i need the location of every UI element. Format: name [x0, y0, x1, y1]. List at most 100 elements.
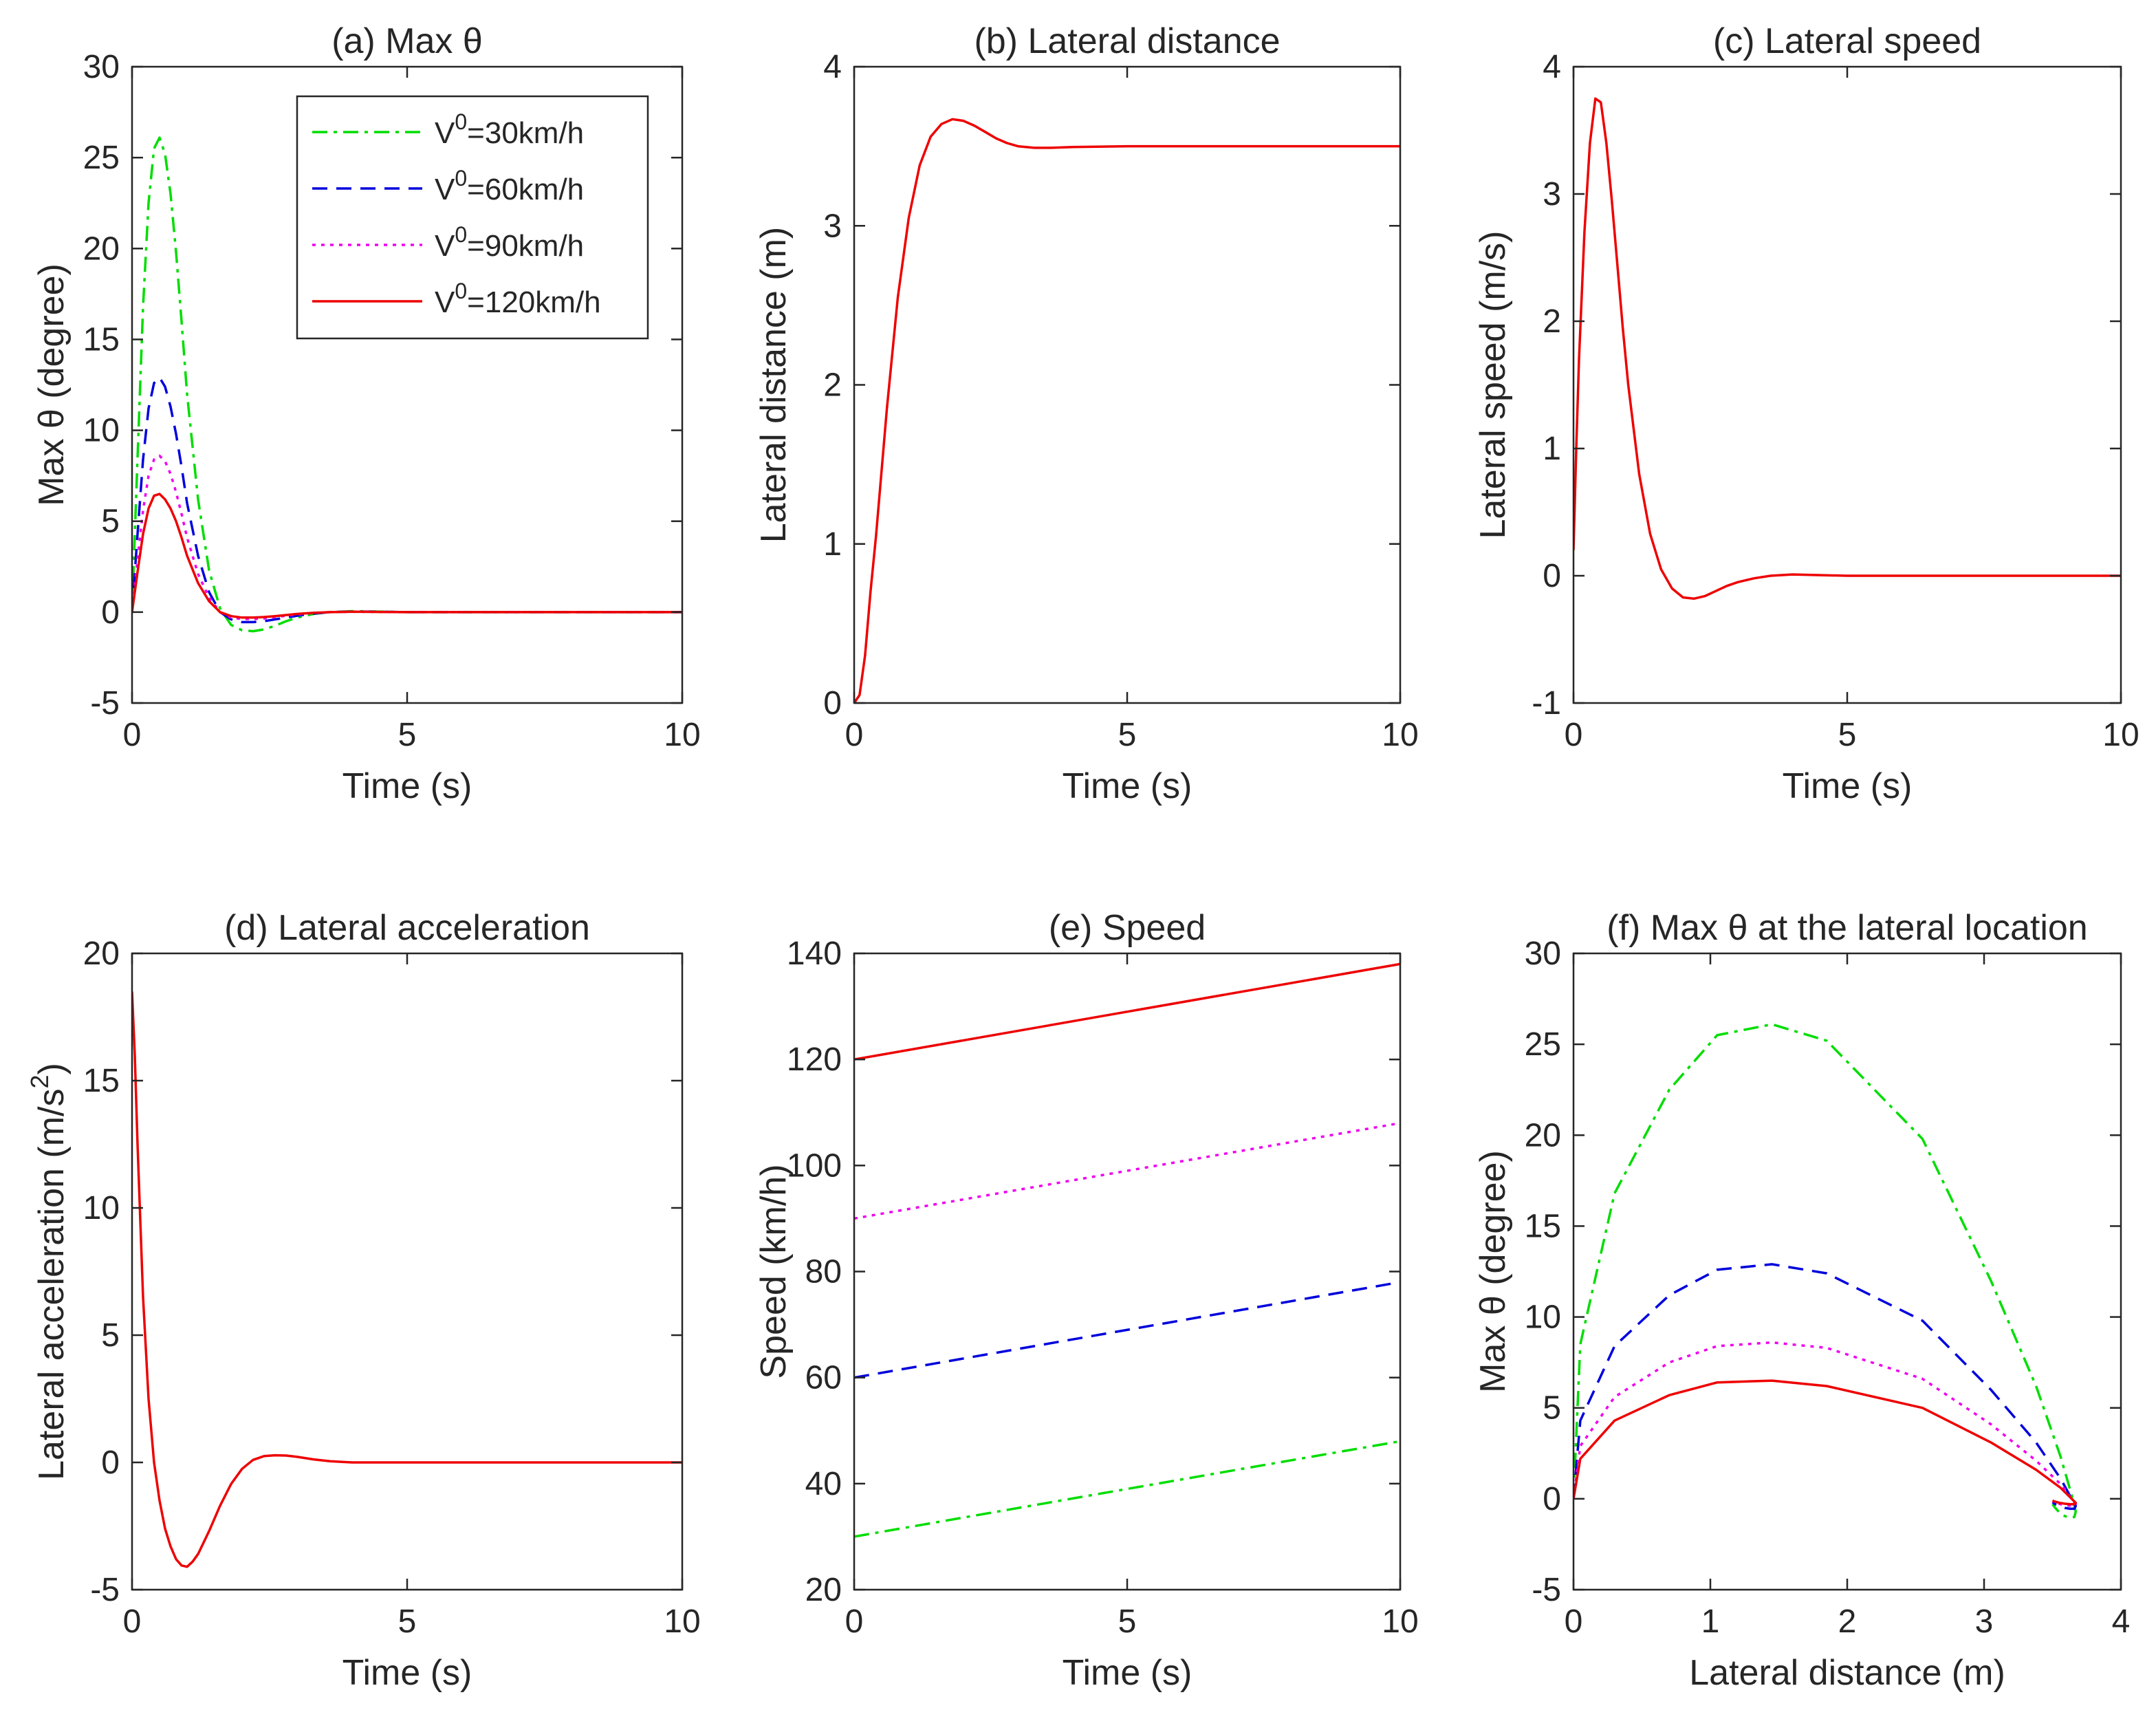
y-tick-label: 15 [1525, 1208, 1561, 1244]
y-tick-label: 120 [787, 1041, 842, 1078]
legend-label-v30: V0=30km/h [435, 109, 584, 150]
x-tick-label: 10 [2102, 717, 2139, 753]
axes-box [131, 952, 684, 1591]
y-tick-label: 20 [1525, 1117, 1561, 1154]
x-axis-label: Time (s) [1783, 766, 1913, 806]
y-tick-label: 15 [83, 321, 120, 358]
y-tick-label: 0 [101, 594, 120, 631]
x-tick-label: 5 [398, 717, 417, 753]
y-tick-label: 80 [805, 1254, 842, 1290]
axes-box [853, 952, 1402, 1591]
x-axis-label: Time (s) [1063, 766, 1193, 806]
y-tick-label: 30 [1525, 936, 1561, 972]
x-tick-label: 0 [845, 717, 864, 753]
y-tick-label: 3 [823, 208, 842, 244]
series-line-v60 [1574, 1263, 2078, 1511]
y-tick-label: 100 [787, 1147, 842, 1184]
y-tick-label: 20 [83, 230, 120, 267]
y-tick-label: 20 [83, 936, 120, 972]
chart-title: (e) Speed [1049, 908, 1206, 948]
series-line-v120 [854, 118, 1400, 703]
y-axis-label: Lateral acceleration (m/s2) [25, 1063, 72, 1480]
y-tick-label: 1 [823, 526, 842, 563]
y-tick-label: 2 [823, 367, 842, 404]
legend-label-v120: V0=120km/h [435, 279, 601, 319]
x-tick-label: 0 [845, 1603, 864, 1640]
chart-title: (f) Max θ at the lateral location [1607, 908, 2087, 948]
series-line-v120 [132, 991, 682, 1568]
x-tick-label: 0 [123, 717, 142, 753]
x-tick-label: 10 [664, 1603, 700, 1640]
legend-box [296, 95, 649, 340]
series-line-v120 [1574, 97, 2121, 601]
x-tick-label: 0 [1565, 717, 1583, 753]
x-tick-label: 5 [398, 1603, 417, 1640]
y-tick-label: 40 [805, 1466, 842, 1502]
y-axis-label: Lateral speed (m/s) [1473, 231, 1513, 539]
x-tick-label: 5 [1838, 717, 1857, 753]
x-tick-label: 10 [1382, 717, 1418, 753]
x-axis-label: Lateral distance (m) [1689, 1653, 2005, 1693]
x-tick-label: 10 [664, 717, 700, 753]
y-tick-label: 4 [823, 49, 842, 85]
series-line-v90 [1574, 1341, 2078, 1507]
x-tick-label: 0 [123, 1603, 142, 1640]
y-tick-label: 25 [83, 140, 120, 176]
y-tick-label: 0 [1543, 1481, 1561, 1517]
legend-label-v90: V0=90km/h [435, 222, 584, 263]
axes-box [1572, 952, 2122, 1591]
y-tick-label: -5 [90, 1572, 120, 1608]
series-line-v30 [1574, 1023, 2078, 1520]
chart-b: 0 5 10 0 1 2 3 4 (b) Lateral distance Time (s) Lat… [754, 21, 1419, 806]
y-tick-label: 5 [101, 504, 120, 540]
x-tick-label: 5 [1118, 1603, 1137, 1640]
y-tick-label: 4 [1543, 49, 1561, 85]
y-tick-label: 25 [1525, 1026, 1561, 1063]
y-tick-label: 10 [1525, 1299, 1561, 1336]
axes-box [1572, 65, 2122, 704]
legend: V0=30km/h V0=60km/h V0=90km/h V0=120km/h [296, 95, 649, 340]
legend-label-v60: V0=60km/h [435, 166, 584, 206]
y-tick-label: 60 [805, 1360, 842, 1396]
y-tick-label: 3 [1543, 176, 1561, 213]
y-tick-label: 140 [787, 936, 842, 972]
x-axis-label: Time (s) [1063, 1653, 1193, 1693]
y-tick-label: -5 [90, 685, 120, 722]
chart-title: (b) Lateral distance [974, 21, 1280, 61]
x-tick-label: 5 [1118, 717, 1137, 753]
chart-title: (a) Max θ [331, 21, 483, 61]
series-line-v90 [854, 1121, 1400, 1220]
x-tick-label: 0 [1565, 1603, 1583, 1640]
y-axis-label: Max θ (degree) [32, 263, 72, 506]
series-line-v60 [132, 376, 682, 624]
x-tick-label: 2 [1838, 1603, 1857, 1640]
series-line-v60 [854, 1281, 1400, 1379]
y-tick-label: -5 [1532, 1572, 1561, 1608]
y-tick-label: -1 [1532, 685, 1561, 722]
y-axis-label: Max θ (degree) [1473, 1150, 1513, 1393]
x-axis-label: Time (s) [342, 766, 472, 806]
y-tick-label: 10 [83, 413, 120, 449]
y-tick-label: 5 [101, 1317, 120, 1354]
series-line-v120 [1574, 1379, 2078, 1506]
y-tick-label: 30 [83, 49, 120, 85]
y-tick-label: 0 [1543, 558, 1561, 594]
y-tick-label: 10 [83, 1190, 120, 1226]
chart-title: (c) Lateral speed [1713, 21, 1981, 61]
x-tick-label: 10 [1382, 1603, 1418, 1640]
chart-e: 0 5 10 20 40 60 80 100 120 140 (e) Speed Time (s) Sp… [754, 908, 1419, 1693]
chart-title: (d) Lateral acceleration [224, 908, 590, 948]
series-line-v120 [132, 493, 682, 619]
y-tick-label: 15 [83, 1063, 120, 1099]
y-tick-label: 20 [805, 1572, 842, 1608]
y-tick-label: 2 [1543, 303, 1561, 340]
series-line-v30 [854, 1440, 1400, 1538]
x-tick-label: 1 [1701, 1603, 1720, 1640]
series-line-v120 [854, 962, 1400, 1061]
y-tick-label: 1 [1543, 431, 1561, 467]
y-tick-label: 0 [823, 685, 842, 722]
